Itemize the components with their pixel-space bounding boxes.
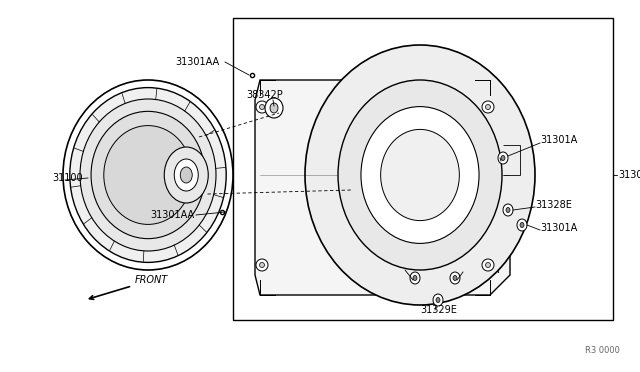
Text: 31301A: 31301A [540, 135, 577, 145]
Ellipse shape [80, 99, 216, 251]
Text: 31301AA: 31301AA [150, 210, 194, 220]
Ellipse shape [70, 87, 226, 262]
Ellipse shape [413, 276, 417, 280]
Ellipse shape [520, 222, 524, 228]
Text: 31329E: 31329E [420, 305, 457, 315]
Ellipse shape [381, 129, 460, 221]
Polygon shape [255, 80, 510, 295]
Ellipse shape [506, 208, 510, 212]
Ellipse shape [410, 272, 420, 284]
Ellipse shape [104, 126, 192, 224]
Circle shape [256, 259, 268, 271]
Ellipse shape [91, 111, 205, 239]
Ellipse shape [270, 103, 278, 113]
Circle shape [482, 259, 494, 271]
Ellipse shape [164, 147, 208, 203]
Ellipse shape [338, 80, 502, 270]
Ellipse shape [450, 272, 460, 284]
Ellipse shape [174, 159, 198, 191]
Ellipse shape [180, 167, 192, 183]
Text: R3 0000: R3 0000 [585, 346, 620, 355]
Ellipse shape [361, 107, 479, 243]
Ellipse shape [305, 45, 535, 305]
Ellipse shape [503, 204, 513, 216]
Ellipse shape [517, 219, 527, 231]
Ellipse shape [453, 276, 457, 280]
Circle shape [259, 263, 264, 267]
Text: 31300: 31300 [618, 170, 640, 180]
Ellipse shape [265, 98, 283, 118]
Text: 31100: 31100 [52, 173, 83, 183]
Ellipse shape [433, 294, 443, 306]
Text: 31328E: 31328E [461, 148, 498, 158]
Text: 31328E: 31328E [535, 200, 572, 210]
Bar [233, 18, 613, 320]
Text: FRONT: FRONT [90, 275, 168, 299]
Circle shape [486, 105, 490, 109]
Ellipse shape [436, 298, 440, 302]
Text: 38342P: 38342P [246, 90, 283, 100]
Text: 31301A: 31301A [462, 265, 499, 275]
Text: 31328: 31328 [382, 263, 413, 273]
Ellipse shape [63, 80, 233, 270]
Ellipse shape [501, 155, 505, 160]
Text: 31301AA: 31301AA [175, 57, 219, 67]
Text: 31301A: 31301A [540, 223, 577, 233]
Circle shape [259, 105, 264, 109]
Ellipse shape [498, 152, 508, 164]
Circle shape [486, 263, 490, 267]
Circle shape [482, 101, 494, 113]
Circle shape [256, 101, 268, 113]
